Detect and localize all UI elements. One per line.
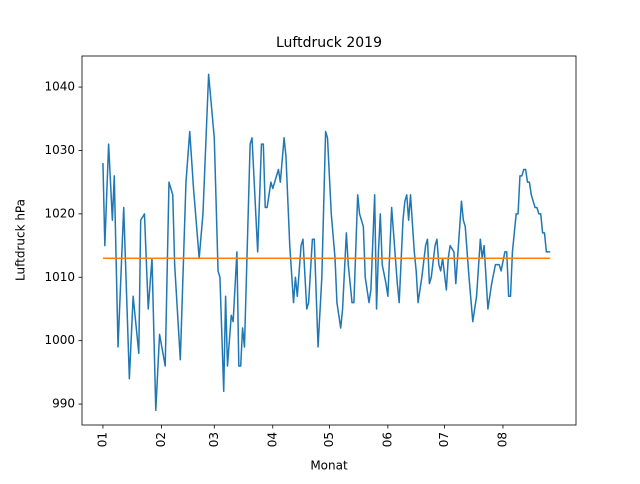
y-tick-label: 1030 [44,143,75,157]
x-tick-label: 02 [154,432,168,447]
y-tick-label: 1010 [44,270,75,284]
x-tick-label: 01 [95,432,109,447]
y-tick-label: 990 [52,397,75,411]
x-tick-label: 05 [322,432,336,447]
x-tick-label: 07 [437,432,451,447]
x-tick-label: 08 [495,432,509,447]
x-tick-label: 03 [207,432,221,447]
line-series [102,73,551,412]
x-tick-label: 06 [380,432,394,447]
y-axis-label: Luftdruck hPa [14,199,28,281]
y-tick-label: 1000 [44,333,75,347]
y-tick-label: 1020 [44,206,75,220]
chart-title: Luftdruck 2019 [276,35,382,51]
y-tick-label: 1040 [44,80,75,94]
x-axis-label: Monat [310,459,348,473]
x-tick-label: 04 [265,432,279,447]
plot-frame [81,55,577,426]
